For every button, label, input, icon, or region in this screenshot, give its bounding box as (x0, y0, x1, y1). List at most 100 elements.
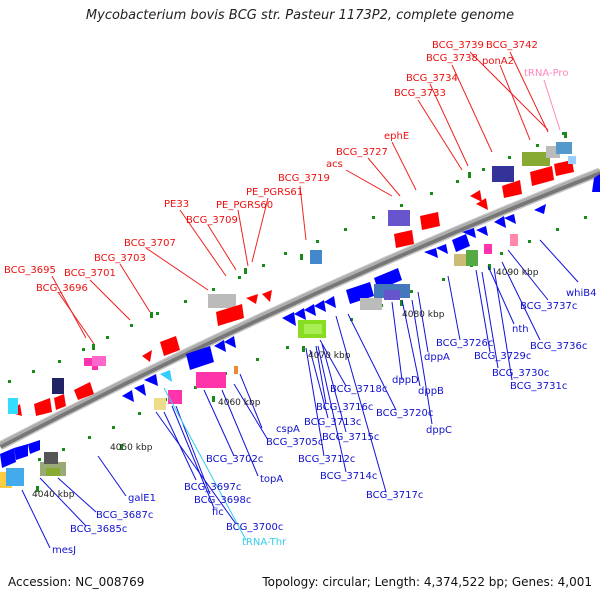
gene-reverse-arrow (282, 312, 296, 326)
gene-label: BCG_3702c (206, 454, 263, 465)
gene-reverse-box (360, 298, 382, 310)
gene-forward-box (92, 356, 106, 366)
forward-leaders (51, 51, 549, 345)
trna-pro-leader (543, 79, 561, 131)
gene-forward-arrow (394, 230, 414, 248)
gene-label: BCG_3697c (184, 482, 241, 493)
gene-label: BCG_3709 (186, 215, 238, 226)
gene-forward-arrow (54, 394, 66, 410)
gene-label: tRNA-Pro (524, 68, 568, 79)
gene-label: dppD (392, 375, 419, 386)
gene-label: fic (212, 507, 224, 518)
gene-label: whiB4 (566, 288, 597, 299)
scale-label: 4070 kbp (308, 351, 351, 361)
gene-forward-box (556, 142, 572, 154)
gene-label: BCG_3729c (474, 351, 531, 362)
gene-label: cspA (276, 424, 300, 435)
trna-reverse (160, 370, 172, 382)
gene-label: nth (512, 324, 529, 335)
gene-reverse-arrow (224, 336, 236, 348)
gene-reverse-arrow (144, 374, 158, 386)
gene-reverse-box (196, 372, 226, 388)
gene-label: BCG_3726c (436, 338, 493, 349)
gene-label: BCG_3707 (124, 238, 176, 249)
gene-reverse-arrow (0, 448, 16, 468)
gene-label: BCG_3687c (96, 510, 153, 521)
gene-label: PE33 (164, 199, 189, 210)
gene-label: BCG_3734 (406, 73, 458, 84)
gene-label: BCG_3720c (376, 408, 433, 419)
forward-gene-labels: BCG_3739 BCG_3742 BCG_3738 ponA2 tRNA-Pr… (4, 40, 568, 294)
gene-label: mesJ (52, 545, 76, 556)
gene-reverse-box (304, 324, 322, 334)
scale-label: 4060 kbp (218, 398, 261, 408)
gene-reverse-arrow (534, 204, 546, 214)
gene-label: BCG_3736c (530, 341, 587, 352)
gene-label: BCG_3719 (278, 173, 330, 184)
forward-genes (8, 142, 576, 416)
gene-label: BCG_3739 (432, 40, 484, 51)
gene-forward-box (568, 156, 576, 164)
map-title: Mycobacterium bovis BCG str. Pasteur 117… (85, 8, 515, 23)
gene-reverse-arrow (462, 228, 476, 238)
gene-reverse-arrow (304, 304, 316, 316)
gene-label: BCG_3712c (298, 454, 355, 465)
gene-label: tRNA-Thr (242, 537, 287, 548)
scale-labels: 4040 kbp 4050 kbp 4060 kbp 4070 kbp 4080… (32, 268, 539, 500)
gene-label: BCG_3713c (304, 417, 361, 428)
gene-label: BCG_3731c (510, 381, 567, 392)
gene-label: BCG_3705c (266, 437, 323, 448)
gene-forward-arrow (530, 166, 554, 186)
gene-label: BCG_3737c (520, 301, 577, 312)
gene-forward-arrow (420, 212, 440, 230)
reverse-gene-labels: whiB4 BCG_3737c BCG_3736c nth BCG_3729c … (52, 288, 597, 556)
gene-forward-arrow (246, 294, 258, 304)
gene-label: BCG_3727 (336, 147, 388, 158)
scale-label: 4040 kbp (32, 490, 75, 500)
gene-reverse-arrow (494, 216, 506, 228)
gene-reverse-arrow (28, 440, 40, 454)
gene-reverse-box (484, 244, 492, 254)
gene-reverse-box (46, 468, 60, 476)
gene-label: BCG_3700c (226, 522, 283, 533)
gene-reverse-box (454, 254, 468, 266)
gene-label: topA (260, 474, 283, 485)
gene-label: BCG_3696 (36, 283, 88, 294)
reverse-leaders (21, 239, 579, 549)
gene-reverse-arrow (476, 226, 488, 236)
gene-reverse-arrow (346, 282, 374, 304)
gene-reverse-arrow (424, 248, 438, 258)
gene-reverse-box (154, 398, 166, 410)
gene-label: ponA2 (482, 56, 514, 67)
gene-label: acs (326, 159, 343, 170)
gene-forward-arrow (502, 180, 522, 198)
gene-label: BCG_3714c (320, 471, 377, 482)
gene-forward-arrow (476, 198, 488, 210)
trna-thr-leader (163, 387, 247, 541)
gene-reverse-arrow (324, 296, 336, 308)
gene-label: BCG_3701 (64, 268, 116, 279)
gene-reverse-arrow (314, 300, 326, 312)
gene-label: BCG_3685c (70, 524, 127, 535)
scale-label: 4080 kbp (402, 310, 445, 320)
gene-forward-arrow (216, 304, 244, 326)
gene-label: BCG_3733 (394, 88, 446, 99)
gene-label: BCG_3703 (94, 253, 146, 264)
gene-label: BCG_3715c (322, 432, 379, 443)
scale-label: 4090 kbp (496, 268, 539, 278)
accession-text: Accession: NC_008769 (8, 575, 145, 589)
gene-forward-arrow (262, 290, 272, 302)
trna-reverse (8, 398, 18, 414)
gene-reverse-arrow (452, 234, 470, 252)
gene-reverse-box (6, 468, 24, 486)
gene-forward-arrow (74, 382, 94, 400)
gene-reverse-arrow (122, 390, 134, 402)
gene-label: PE_PGRS61 (246, 187, 303, 198)
gene-reverse-arrow (14, 444, 28, 460)
gene-label: BCG_3695 (4, 265, 56, 276)
gene-label: BCG_3730c (492, 368, 549, 379)
gene-label: BCG_3742 (486, 40, 538, 51)
gene-reverse-arrow (214, 340, 226, 352)
